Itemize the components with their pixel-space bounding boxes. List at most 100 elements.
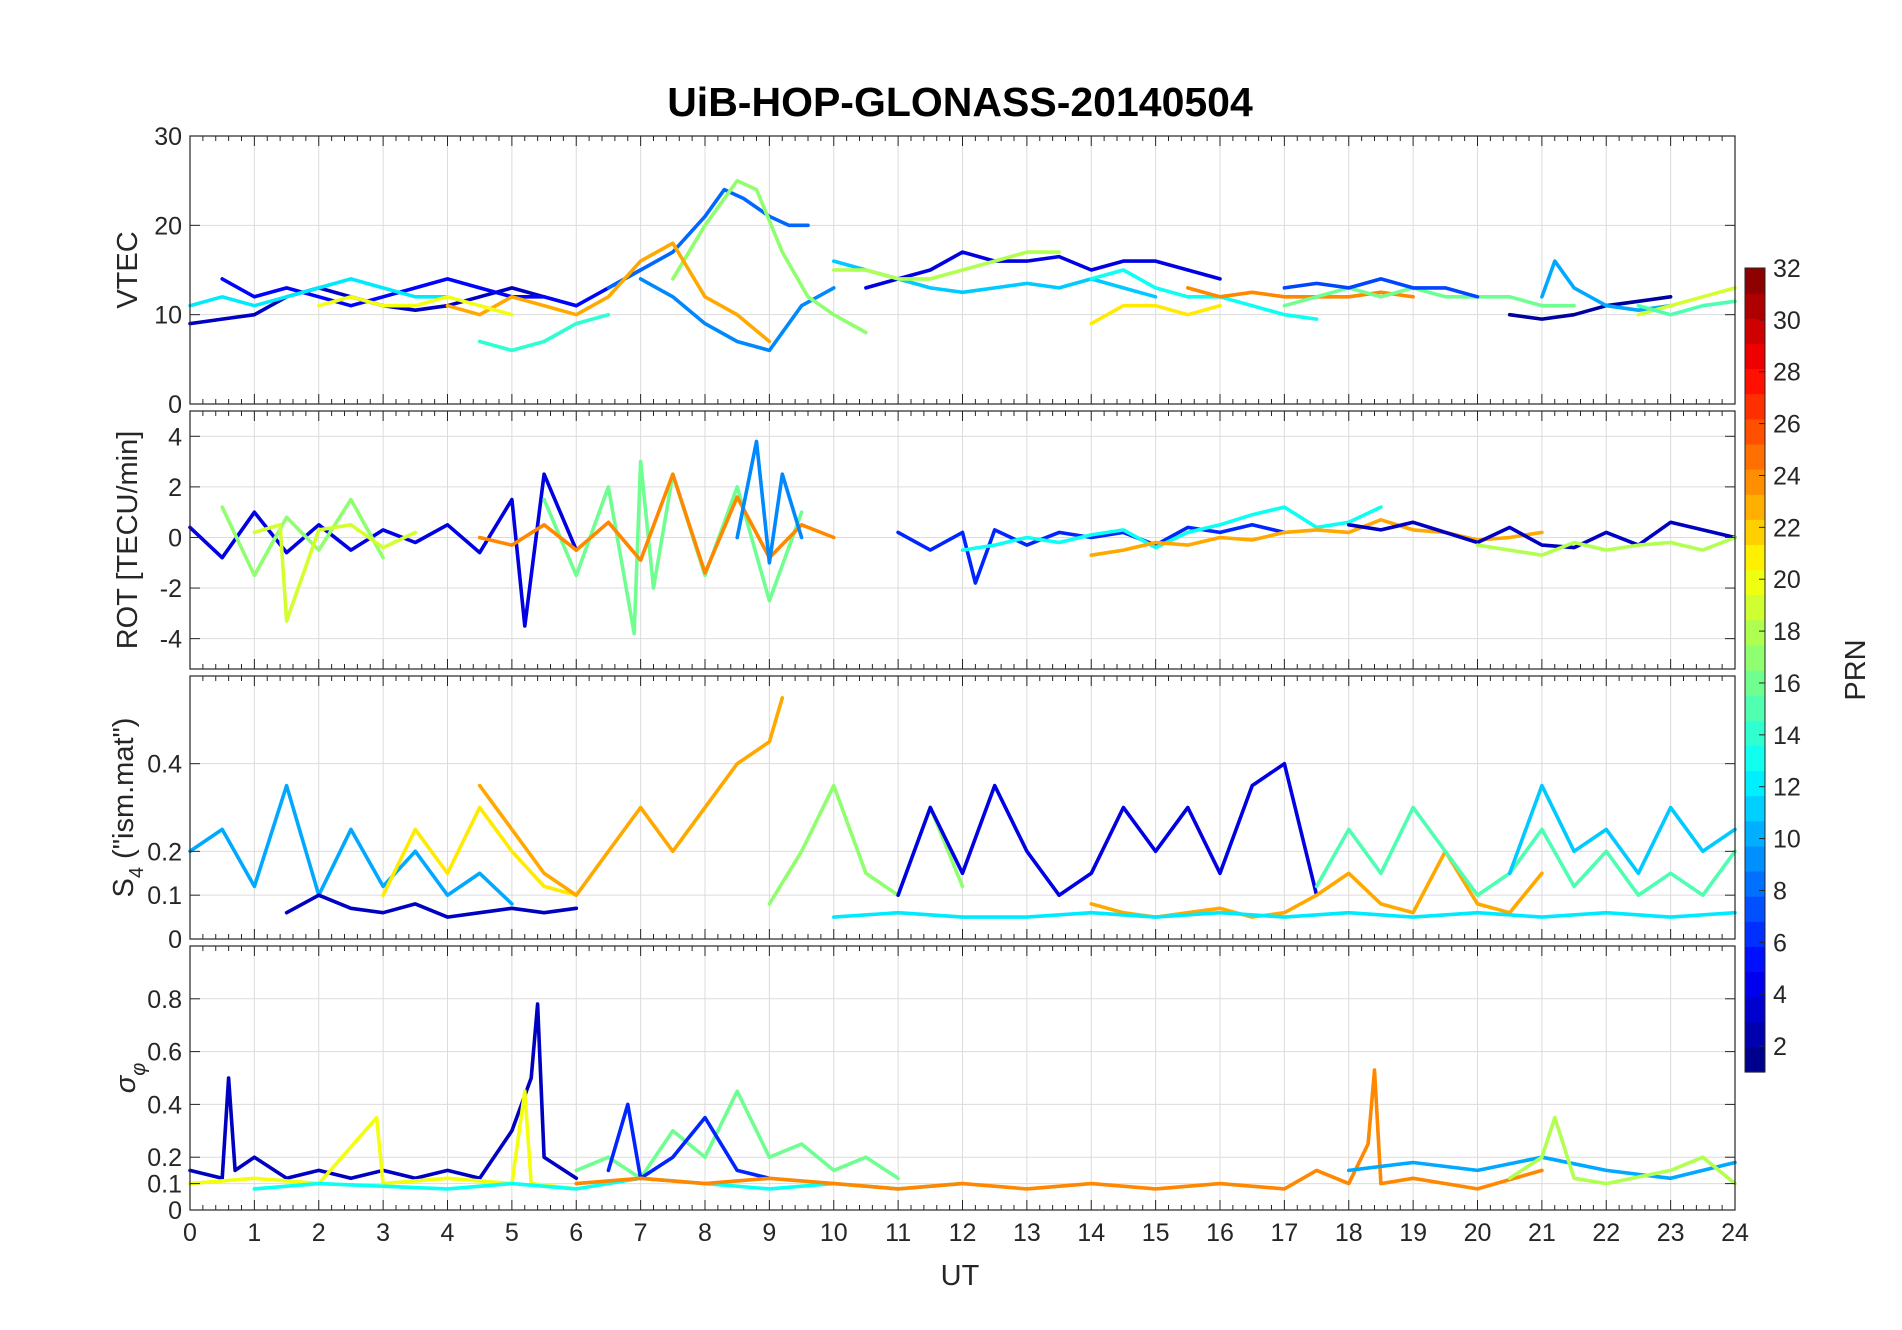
series-line-prn-9: [638, 277, 836, 353]
ticks-rot: [189, 411, 1736, 669]
colorbar-segment: [1745, 820, 1765, 847]
y-tick-label: -4: [160, 626, 182, 654]
x-tick-label: 7: [634, 1219, 648, 1247]
panel-rot: -4 -2 0 2 4 ROT [TECU/min]: [112, 410, 1737, 670]
ticks-vtec: [189, 135, 1736, 405]
colorbar-segment: [1745, 921, 1765, 947]
colorbar-segment: [1745, 569, 1765, 596]
series-line-prn-12: [188, 277, 450, 308]
series-line-prn-4: [896, 761, 1319, 897]
series-line-prn-6: [606, 1102, 772, 1181]
y-tick-label: 4: [168, 423, 182, 451]
y-axis-label-rot: ROT [TECU/min]: [112, 431, 144, 650]
series-line-prn-13: [1089, 268, 1319, 321]
colorbar-segment: [1745, 544, 1765, 571]
y-tick-label: 0.4: [147, 1091, 182, 1119]
series-line-prn-23: [445, 241, 772, 344]
y-tick-label: 2: [168, 474, 182, 502]
colorbar-segment: [1745, 845, 1765, 872]
y-axis-label-vtec: VTEC: [112, 231, 144, 308]
y-tick-label: 20: [154, 212, 182, 240]
colorbar-segment: [1745, 670, 1765, 696]
series-line-prn-18: [1475, 535, 1737, 557]
colorbar-segment: [1745, 896, 1765, 922]
series-line-prn-20: [188, 1089, 579, 1191]
series-line-prn-3: [284, 893, 579, 919]
x-tick-label: 4: [441, 1219, 455, 1247]
y-tick-label: 0.2: [147, 838, 182, 866]
colorbar-tick-label: 32: [1773, 255, 1801, 283]
colorbar-label: PRN: [1840, 639, 1872, 700]
x-tick-label: 13: [1013, 1219, 1041, 1247]
y-axis-label-part: σ: [110, 1074, 142, 1093]
grid-sigphi: [189, 946, 1736, 1211]
panel-sigphi: 00.10.20.40.60.80 1 2 3 4 5 6 7 8 9 10 11 12 13 14 15 16…: [110, 945, 1749, 1247]
colorbar-segment: [1745, 494, 1765, 520]
colorbar-segment: [1745, 745, 1765, 772]
y-tick-label: 0.1: [147, 1171, 182, 1199]
panel-s4: 00.10.20.4S4 ("ism.mat"): [108, 675, 1737, 954]
colorbar-tick-label: 24: [1773, 462, 1801, 490]
y-tick-label: -2: [160, 575, 182, 603]
y-tick-label: 30: [154, 123, 182, 151]
y-tick-label: 0: [168, 1197, 182, 1225]
y-tick-label: 0: [168, 391, 182, 419]
x-tick-label: 11: [885, 1219, 911, 1247]
colorbar-frame: [1744, 267, 1766, 1073]
y-axis-label-sigphi: σφ: [110, 1063, 150, 1094]
colorbar-segment: [1745, 519, 1765, 545]
series-line-prn-10: [1540, 259, 1673, 312]
y-tick-label: 0.1: [147, 882, 182, 910]
colorbar-segment: [1745, 343, 1765, 370]
series-group-sigphi: [188, 1002, 1737, 1191]
series-line-prn-23: [477, 696, 785, 897]
colorbar-segment: [1745, 418, 1765, 445]
series-line-prn-18: [832, 250, 1061, 281]
x-tick-label: 2: [312, 1219, 326, 1247]
y-tick-label: 0.8: [147, 986, 182, 1014]
y-tick-label: 0.4: [147, 751, 182, 779]
series-line-prn-20: [317, 295, 514, 317]
colorbar-tick-label: 2: [1773, 1033, 1787, 1061]
series-line-prn-15: [1314, 805, 1737, 897]
colorbar-tick-label: 18: [1773, 618, 1801, 646]
colorbar-segment: [1745, 268, 1765, 294]
colorbar-segment: [1745, 871, 1765, 897]
series-line-prn-17: [767, 783, 965, 906]
series-line-prn-15: [1636, 299, 1737, 317]
series-line-prn-18: [1507, 1115, 1737, 1186]
colorbar-segment: [1745, 619, 1765, 646]
series-line-prn-24: [1186, 286, 1415, 299]
colorbar-tick-label: 8: [1773, 877, 1787, 905]
colorbar-segment: [1745, 795, 1765, 822]
colorbar-segment: [1745, 695, 1765, 721]
panel-vtec: 0 10 20 30 VTEC: [112, 123, 1737, 419]
series-line-prn-8: [606, 187, 810, 290]
colorbar-segment: [1745, 443, 1765, 470]
colorbar-tick-label: 22: [1773, 514, 1801, 542]
x-tick-label: 21: [1528, 1219, 1556, 1247]
colorbar-segment: [1745, 318, 1765, 344]
series-group-vtec: [188, 178, 1737, 353]
series-line-prn-24: [477, 472, 836, 575]
colorbar-segment: [1745, 644, 1765, 671]
colorbar-tick-label: 14: [1773, 722, 1801, 750]
x-tick-label: 14: [1077, 1219, 1105, 1247]
x-tick-label: 5: [505, 1219, 519, 1247]
series-line-prn-16: [574, 1089, 900, 1181]
colorbar-segment: [1745, 293, 1765, 319]
series-line-prn-3: [1347, 520, 1737, 550]
series-line-prn-17: [220, 497, 385, 578]
colorbar-tick-label: 12: [1773, 774, 1801, 802]
x-tick-label: 19: [1399, 1219, 1427, 1247]
colorbar-segment: [1745, 469, 1765, 495]
colorbar-tick-label: 4: [1773, 981, 1787, 1009]
series-line-prn-16: [542, 459, 804, 636]
series-line-prn-5: [220, 268, 643, 308]
series-line-prn-13: [960, 505, 1383, 552]
series-line-prn-4: [864, 250, 1222, 290]
x-tick-label: 8: [698, 1219, 712, 1247]
x-tick-label: 16: [1206, 1219, 1234, 1247]
